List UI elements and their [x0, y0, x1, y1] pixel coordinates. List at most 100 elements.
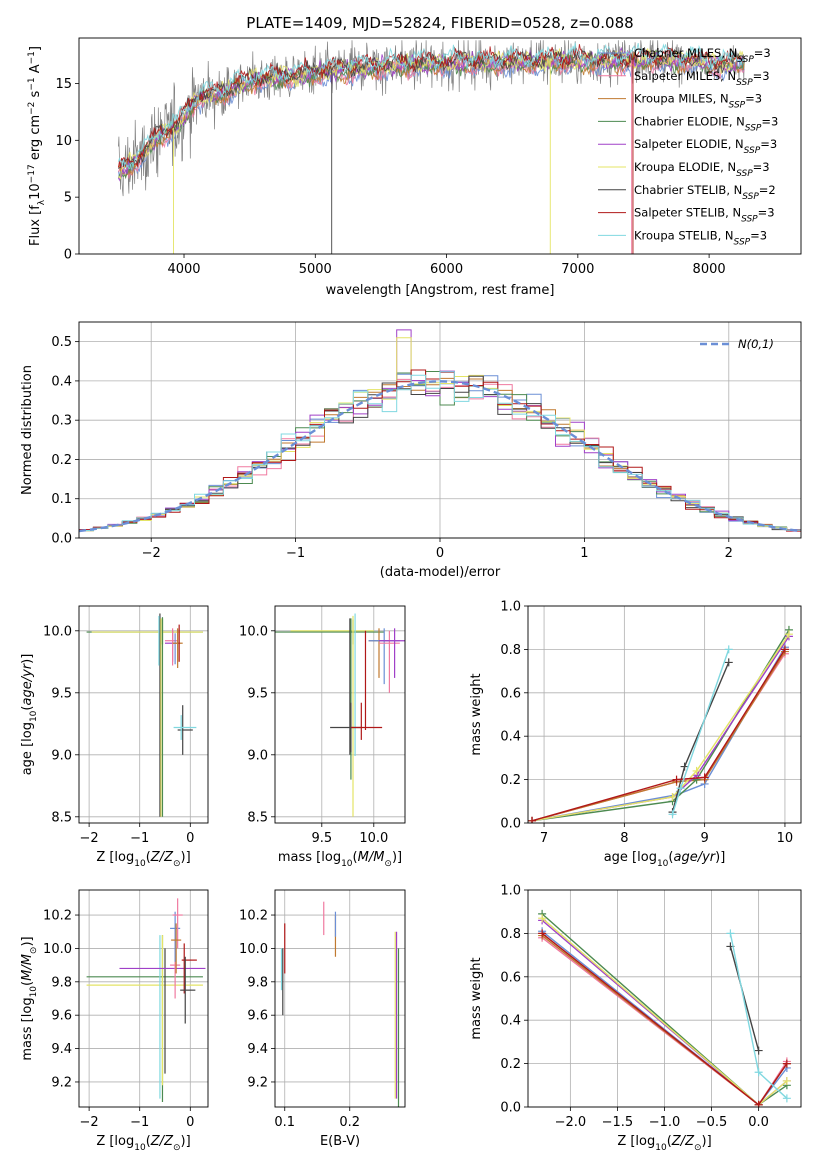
y-tick-label: 0.3: [51, 414, 72, 429]
y-tick-label: 0.4: [500, 1014, 521, 1029]
plot-area: [275, 613, 405, 817]
x-tick-label: 10.0: [359, 831, 388, 846]
y-tick-label: 9.8: [247, 975, 268, 990]
legend-entry-label-part: SSP: [734, 237, 751, 247]
legend-entry-label-part: Salpeter STELIB, N: [634, 206, 741, 220]
y-axis-label-part: Normed distribution: [20, 365, 35, 495]
y-tick-label: 9.4: [247, 1042, 268, 1057]
x-tick-label: 4000: [167, 262, 200, 277]
legend-entry-label-part: =3: [745, 92, 762, 106]
panel-age-vs-Z: −2 −1 08.59.09.510.0Z [log10(Z/Z⊙)]age [lo…: [20, 605, 209, 869]
x-axis-label-part: ⊙: [173, 859, 181, 869]
y-axis-label-part: )]: [20, 654, 35, 664]
y-tick-label: 0.6: [500, 970, 521, 985]
x-tick-label: −2: [142, 546, 161, 561]
y-tick-label: 10: [55, 134, 72, 149]
legend-entry-label-part: SSP: [744, 146, 761, 156]
x-axis-label-part: ⊙: [694, 1143, 702, 1153]
mass-weight-marker: [782, 1059, 791, 1068]
mass-weight-marker: [780, 645, 789, 654]
x-axis-label-part: Z [log: [96, 850, 134, 865]
x-axis-label-part: )]: [715, 850, 725, 865]
legend-entry-label-part: Chabrier STELIB, N: [634, 183, 742, 197]
y-axis-label-part: −2: [27, 102, 37, 115]
y-axis-label-part: −17: [27, 164, 37, 183]
y-axis-label: mass weight: [469, 673, 484, 755]
y-tick-label: 0.0: [500, 1101, 521, 1116]
legend-entry-label-part: Chabrier ELODIE, N: [634, 114, 745, 128]
plot-area: [86, 613, 203, 817]
y-axis-label: mass weight: [469, 957, 484, 1039]
x-axis-label-part: 10: [134, 859, 146, 869]
x-axis-label-part: (: [668, 850, 673, 865]
y-tick-label: 9.6: [51, 1009, 72, 1024]
x-tick-label: 0.0: [748, 1115, 769, 1130]
x-tick-label: 10: [777, 831, 794, 846]
x-axis-label-part: wavelength [Angstrom, rest frame]: [326, 283, 555, 298]
x-tick-label: −2: [80, 831, 99, 846]
x-axis-label: Z [log10(Z/Z⊙)]: [617, 1134, 711, 1153]
x-axis-label-part: Z/Z: [150, 1134, 174, 1149]
x-axis-label-part: (: [667, 1134, 672, 1149]
y-tick-label: 10.2: [239, 909, 268, 924]
y-axis-label-part: A: [28, 64, 43, 77]
y-tick-label: 0.4: [500, 730, 521, 745]
x-tick-label: 0: [186, 1115, 194, 1130]
y-tick-label: 9.4: [51, 1042, 72, 1057]
y-axis-label-part: age [log: [20, 722, 35, 775]
y-axis-label-part: 10: [28, 183, 43, 200]
model-spectrum-line: [117, 46, 745, 182]
x-tick-label: −1: [130, 1115, 149, 1130]
y-axis-label-part: mass [log: [20, 997, 35, 1060]
panel-age-vs-mass: 9.5 10.0 8.5 9.0 9.5 10.0 mass [log10(M/M⊙)]: [239, 605, 406, 869]
mass-weight-marker: [726, 929, 735, 938]
mass-weight-series-line: [531, 649, 786, 822]
x-tick-label: −2.0: [555, 1115, 587, 1130]
legend-entry-label: Chabrier MILES, NSSP=3: [634, 46, 771, 65]
mass-weight-marker: [782, 1094, 791, 1103]
axes-frame: [274, 605, 406, 824]
y-tick-label: 0.0: [51, 532, 72, 547]
x-tick-label: −1: [130, 831, 149, 846]
grid-lines: [79, 606, 208, 823]
y-tick-label: 1.0: [500, 600, 521, 615]
y-tick-label: 0.2: [500, 773, 521, 788]
y-tick-label: 0.2: [51, 453, 72, 468]
y-axis-label-part: (: [20, 706, 35, 711]
y-tick-label: 5: [64, 191, 72, 206]
axes-frame: [274, 889, 406, 1108]
y-axis-label-part: 10: [29, 710, 39, 722]
plot-area: [538, 909, 791, 1107]
y-axis-label-part: mass weight: [469, 957, 484, 1039]
y-tick-label: 8.5: [247, 810, 268, 825]
y-axis-label-part: 10: [29, 986, 39, 998]
x-axis-label-part: age/yr: [673, 850, 716, 865]
y-tick-label: 0.6: [500, 686, 521, 701]
mass-weight-marker: [528, 816, 537, 823]
legend-entry-label-part: Kroupa ELODIE, N: [634, 160, 736, 174]
y-tick-label: 0.5: [51, 335, 72, 350]
x-axis-label: E(B-V): [320, 1134, 360, 1149]
legend-entry-label: Kroupa ELODIE, NSSP=3: [634, 160, 770, 179]
legend-entry-label: Salpeter MILES, NSSP=3: [634, 69, 770, 88]
plot-area: [86, 898, 206, 1102]
y-tick-label: 10.0: [43, 624, 72, 639]
y-tick-label: 10.0: [239, 624, 268, 639]
mass-weight-marker: [538, 929, 547, 938]
x-axis-label-part: )]: [392, 850, 402, 865]
legend-entry-label-part: =3: [753, 160, 770, 174]
legend-entry-label: Salpeter STELIB, NSSP=3: [634, 206, 775, 225]
mass-weight-marker: [784, 630, 793, 639]
y-axis-label: mass [log10(M/M⊙)]: [20, 936, 39, 1060]
y-tick-label: 1.0: [500, 884, 521, 899]
x-axis-label-part: Z/Z: [671, 1134, 695, 1149]
x-tick-label: 2: [725, 546, 733, 561]
x-axis-label: mass [log10(M/M⊙)]: [278, 850, 402, 869]
mass-weight-marker: [668, 792, 677, 801]
x-axis-label-part: ⊙: [173, 1143, 181, 1153]
x-axis-label-part: 10: [134, 1143, 146, 1153]
x-tick-label: 5000: [299, 262, 332, 277]
mass-weight-marker: [754, 1068, 763, 1077]
axes-frame: [78, 889, 209, 1108]
x-tick-label: 0: [436, 546, 444, 561]
